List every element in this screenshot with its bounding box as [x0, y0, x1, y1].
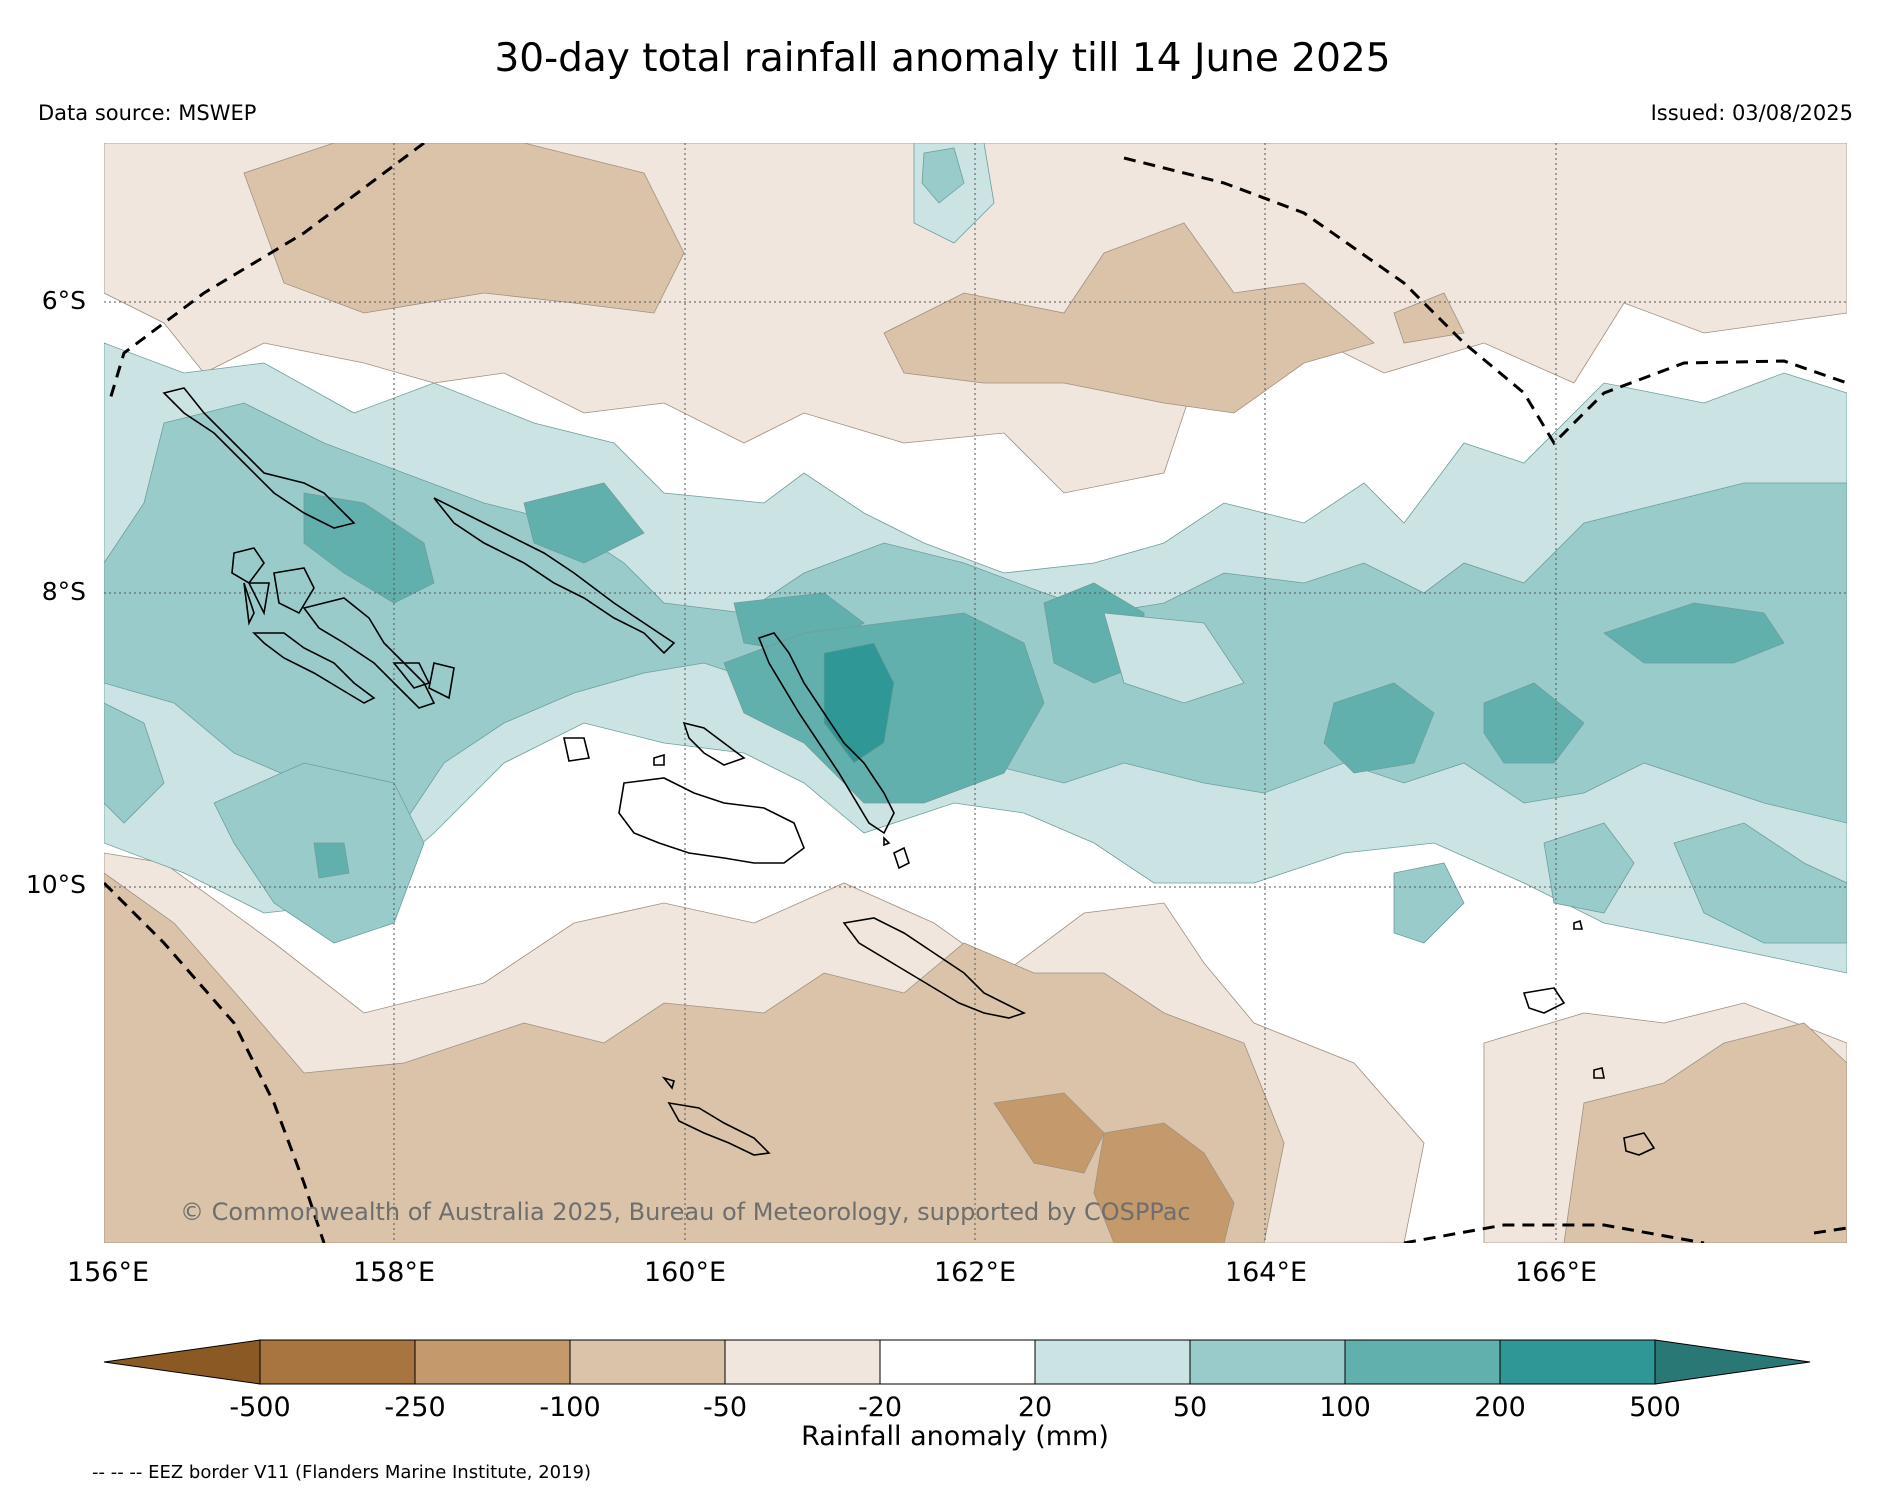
lat-label-10s: 10°S	[25, 870, 86, 899]
colorbar-arrow-high	[1654, 1339, 1811, 1385]
map-panel	[104, 143, 1847, 1243]
colorbar-tick-label: -20	[857, 1392, 903, 1423]
colorbar-tick-label: 500	[1629, 1392, 1681, 1423]
colorbar-tick-label: -500	[229, 1392, 291, 1423]
colorbar-swatch	[259, 1339, 416, 1385]
colorbar-swatches	[103, 1339, 1811, 1385]
dry-anomaly-regions	[104, 143, 1847, 1243]
colorbar-swatch	[414, 1339, 571, 1385]
lon-label-162e: 162°E	[933, 1257, 1017, 1288]
colorbar-tick-label: 50	[1172, 1392, 1208, 1423]
issued-date: Issued: 03/08/2025	[1650, 101, 1853, 125]
lat-label-6s: 6°S	[41, 286, 86, 315]
colorbar-arrow-low	[103, 1339, 261, 1385]
lon-label-164e: 164°E	[1224, 1257, 1308, 1288]
lon-label-158e: 158°E	[352, 1257, 436, 1288]
colorbar-swatch	[569, 1339, 726, 1385]
lon-label-156e: 156°E	[66, 1257, 150, 1288]
colorbar-swatch	[1034, 1339, 1191, 1385]
colorbar-tick-label: -250	[384, 1392, 446, 1423]
colorbar-swatch	[879, 1339, 1036, 1385]
colorbar-swatch	[1344, 1339, 1501, 1385]
data-source: Data source: MSWEP	[38, 101, 257, 125]
colorbar-tick-label: -50	[702, 1392, 748, 1423]
colorbar-label: Rainfall anomaly (mm)	[801, 1421, 1109, 1452]
colorbar	[103, 1339, 1811, 1385]
colorbar-swatch	[1499, 1339, 1656, 1385]
graticule	[104, 143, 1847, 1243]
colorbar-swatch	[724, 1339, 881, 1385]
colorbar-tick-label: 200	[1474, 1392, 1526, 1423]
colorbar-tick-label: -100	[539, 1392, 601, 1423]
lon-label-160e: 160°E	[643, 1257, 727, 1288]
eez-footnote: -- -- -- EEZ border V11 (Flanders Marine…	[92, 1462, 592, 1483]
coastlines	[162, 387, 1656, 1156]
lon-label-166e: 166°E	[1514, 1257, 1598, 1288]
colorbar-tick-label: 20	[1017, 1392, 1053, 1423]
eez-border	[104, 143, 1847, 1243]
colorbar-tick-label: 100	[1319, 1392, 1371, 1423]
copyright-notice: © Commonwealth of Australia 2025, Bureau…	[180, 1198, 1191, 1226]
map-title: 30-day total rainfall anomaly till 14 Ju…	[494, 36, 1391, 81]
lat-label-8s: 8°S	[41, 577, 86, 606]
colorbar-swatch	[1189, 1339, 1346, 1385]
